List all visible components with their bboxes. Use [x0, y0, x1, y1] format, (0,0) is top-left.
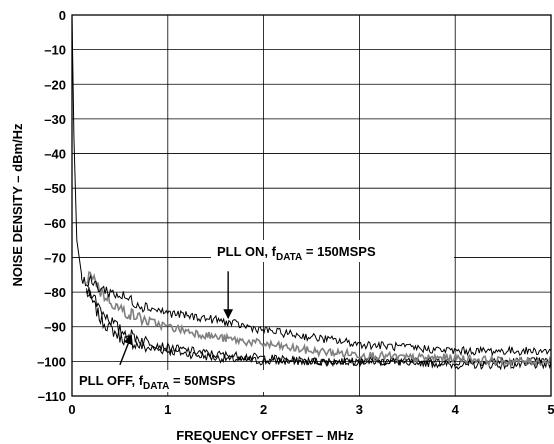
y-tick-label: –10: [44, 43, 66, 58]
y-tick-label: –80: [44, 285, 66, 300]
y-tick-label: –20: [44, 77, 66, 92]
y-axis-title: NOISE DENSITY – dBm/Hz: [10, 123, 25, 287]
y-tick-label: 0: [59, 8, 66, 23]
annotation-pll-on-background: [211, 240, 454, 262]
y-tick-label: –100: [37, 354, 66, 369]
y-tick-label: –40: [44, 147, 66, 162]
y-tick-label: –30: [44, 112, 66, 127]
annotation-pll-off: PLL OFF, fDATA = 50MSPS: [74, 334, 286, 392]
grid: [71, 14, 552, 397]
x-tick-label: 1: [164, 402, 171, 417]
y-tick-label: –50: [44, 181, 66, 196]
annotation-pll-off-background: [74, 370, 286, 392]
y-tick-labels: 0 –10 –20 –30 –40 –50 –60 –70 –80 –90 –100 –110: [37, 8, 66, 404]
annotation-pll-off-label: PLL OFF, fDATA = 50MSPS: [79, 373, 236, 392]
plot-frame: [71, 14, 552, 397]
y-tick-label: –90: [44, 320, 66, 335]
x-tick-label: 0: [68, 402, 75, 417]
series-line: [71, 14, 552, 357]
x-tick-label: 5: [547, 402, 554, 417]
annotation-pll-on: PLL ON, fDATA = 150MSPS: [211, 240, 454, 320]
x-tick-label: 2: [260, 402, 267, 417]
series-group: [71, 14, 552, 371]
annotation-pll-off-arrow: [119, 334, 133, 366]
x-tick-label: 4: [452, 402, 460, 417]
series-line: [85, 287, 552, 368]
x-tick-labels: 0 1 2 3 4 5: [68, 402, 554, 417]
x-tick-label: 3: [356, 402, 363, 417]
y-tick-label: –70: [44, 250, 66, 265]
annotation-pll-on-label: PLL ON, fDATA = 150MSPS: [217, 244, 376, 263]
x-axis-title: FREQUENCY OFFSET – MHz: [176, 428, 354, 443]
series-line: [86, 271, 552, 369]
y-tick-label: –60: [44, 216, 66, 231]
y-tick-label: –110: [38, 389, 66, 404]
